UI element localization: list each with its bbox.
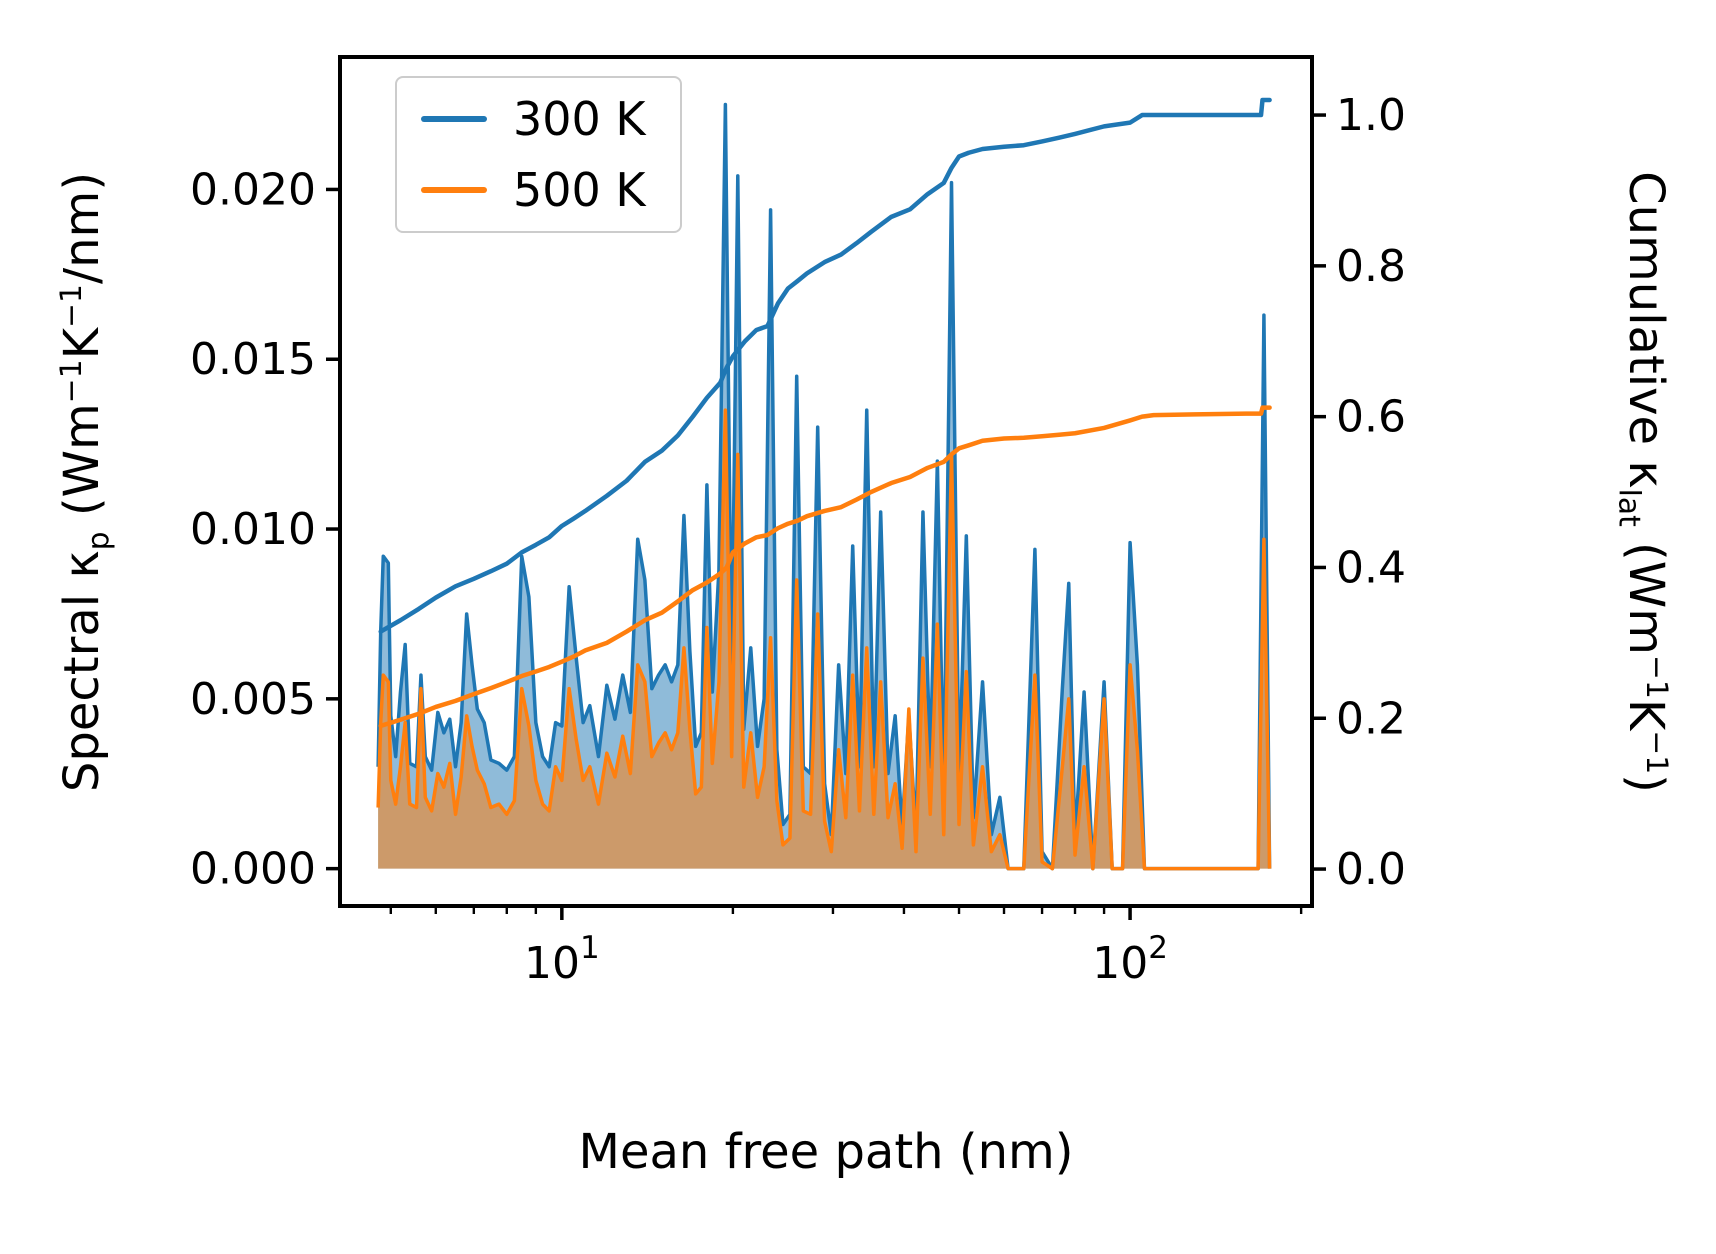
left-y-tick-label: 0.020 xyxy=(190,164,316,215)
axis-title-segment: (Wm xyxy=(54,403,110,532)
x-tick-label: 102 xyxy=(1092,930,1168,989)
axis-title-segment: Spectral κ xyxy=(54,550,110,793)
right-y-axis-title: Cumulative κlat (Wm−1K−1) xyxy=(1611,171,1674,793)
right-y-tick-label: 1.0 xyxy=(1336,90,1406,141)
legend-line-swatch xyxy=(421,116,487,123)
x-axis-title: Mean free path (nm) xyxy=(578,1124,1074,1180)
axis-title-segment: −1 xyxy=(54,284,89,328)
left-y-tick-label: 0.000 xyxy=(190,844,316,895)
ticks-layer: 101 102 0.000 0.005 0.010 0.015 0.020 0.0 0.2 0.4… xyxy=(190,90,1406,989)
left-y-tick-label: 0.010 xyxy=(190,504,316,555)
axis-title-segment: −1 xyxy=(1639,730,1674,775)
line-300-k-cumulative xyxy=(378,97,1272,634)
line-500-k-cumulative xyxy=(378,405,1272,729)
right-y-tick-label: 0.0 xyxy=(1336,844,1406,895)
axis-title-segment: ) xyxy=(1618,774,1674,793)
legend: 300 K 500 K xyxy=(395,76,682,234)
legend-line-swatch xyxy=(421,186,487,193)
right-y-tick-label: 0.4 xyxy=(1336,542,1406,593)
left-y-tick-label: 0.005 xyxy=(190,674,316,725)
axis-title-segment: lat xyxy=(1611,488,1647,527)
legend-label: 300 K xyxy=(513,92,646,146)
outline-500-k-spectral xyxy=(376,408,1272,871)
legend-item: 300 K xyxy=(421,94,646,145)
left-y-tick-label: 0.015 xyxy=(190,334,316,385)
x-tick-label: 101 xyxy=(524,930,600,989)
right-y-tick-label: 0.8 xyxy=(1336,241,1406,292)
axes-spines xyxy=(338,55,1314,908)
right-y-tick-label: 0.2 xyxy=(1336,693,1406,744)
axis-title-segment: −1 xyxy=(1639,654,1674,699)
legend-item: 500 K xyxy=(421,162,646,217)
axis-title-segment: −1 xyxy=(54,359,89,404)
axis-title-segment: p xyxy=(81,531,117,551)
right-y-tick-label: 0.6 xyxy=(1336,392,1406,443)
axis-title-segment: /nm) xyxy=(54,171,110,285)
series-layer xyxy=(376,97,1272,871)
area-500-k-spectral xyxy=(378,410,1270,869)
left-y-axis-title: Spectral κp (Wm−1K−1/nm) xyxy=(54,172,117,792)
axis-title-segment: K xyxy=(54,327,110,360)
axis-title-segment: (Wm xyxy=(1618,526,1674,655)
axis-title-segment: K xyxy=(1618,698,1674,731)
axis-title-segment: Cumulative κ xyxy=(1618,171,1674,489)
legend-label: 500 K xyxy=(513,162,646,217)
